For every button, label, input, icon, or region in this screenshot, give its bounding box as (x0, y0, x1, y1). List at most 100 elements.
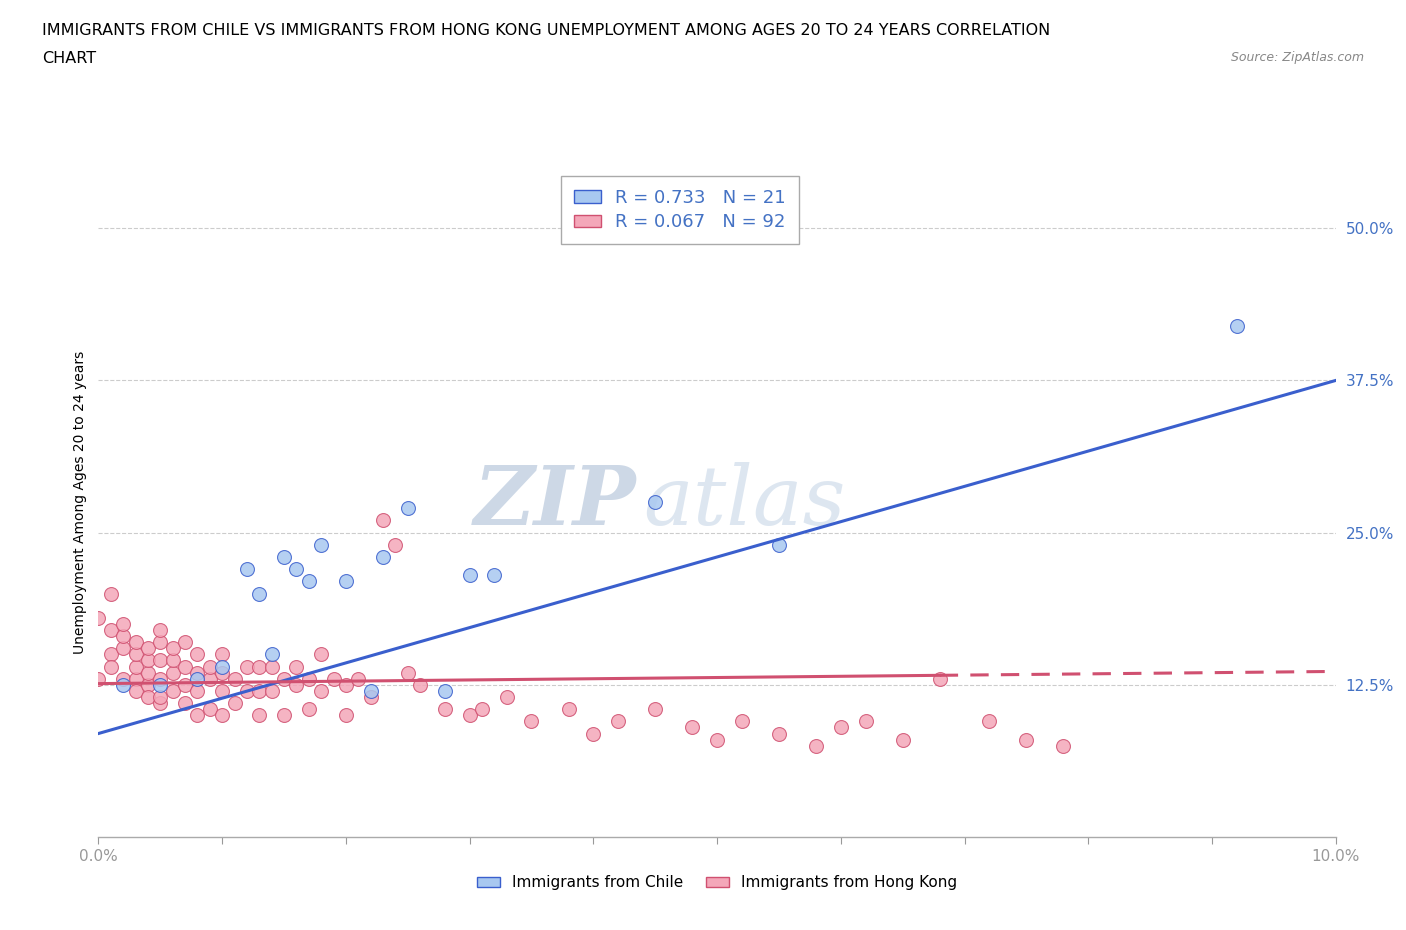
Point (149, 689, 172, 704)
Point (681, 720, 703, 735)
Point (224, 696, 246, 711)
Point (260, 647, 283, 662)
Point (236, 684, 259, 698)
Point (309, 538, 332, 552)
Point (804, 738, 827, 753)
Point (582, 726, 605, 741)
Point (112, 629, 135, 644)
Point (371, 513, 394, 528)
Point (186, 665, 208, 680)
Point (136, 653, 159, 668)
Text: atlas: atlas (643, 462, 845, 542)
Point (87, 610, 110, 625)
Point (409, 677, 432, 692)
Point (224, 671, 246, 686)
Point (260, 684, 283, 698)
Point (396, 501, 419, 516)
Point (260, 659, 283, 674)
Point (335, 708, 357, 723)
Point (644, 702, 666, 717)
Point (557, 702, 579, 717)
Point (100, 622, 122, 637)
Point (706, 732, 728, 747)
Point (174, 677, 197, 692)
Point (186, 671, 208, 686)
Point (830, 720, 852, 735)
Y-axis label: Unemployment Among Ages 20 to 24 years: Unemployment Among Ages 20 to 24 years (73, 351, 87, 654)
Point (347, 671, 370, 686)
Point (285, 677, 308, 692)
Point (149, 653, 172, 668)
Point (458, 568, 481, 583)
Point (124, 684, 146, 698)
Point (484, 568, 506, 583)
Point (112, 671, 135, 686)
Text: IMMIGRANTS FROM CHILE VS IMMIGRANTS FROM HONG KONG UNEMPLOYMENT AMONG AGES 20 TO: IMMIGRANTS FROM CHILE VS IMMIGRANTS FROM… (42, 23, 1050, 38)
Point (247, 659, 270, 674)
Point (495, 689, 517, 704)
Point (211, 708, 233, 723)
Point (285, 659, 308, 674)
Point (174, 635, 197, 650)
Point (396, 665, 419, 680)
Point (100, 659, 122, 674)
Text: Source: ZipAtlas.com: Source: ZipAtlas.com (1230, 51, 1364, 64)
Point (100, 647, 122, 662)
Point (136, 665, 159, 680)
Point (211, 684, 233, 698)
Point (186, 684, 208, 698)
Point (198, 671, 221, 686)
Point (360, 684, 382, 698)
Text: CHART: CHART (42, 51, 96, 66)
Point (731, 714, 754, 729)
Point (979, 714, 1001, 729)
Point (247, 684, 270, 698)
Point (891, 732, 914, 747)
Point (149, 635, 172, 650)
Point (471, 702, 494, 717)
Point (433, 684, 456, 698)
Point (433, 702, 456, 717)
Point (298, 671, 321, 686)
Point (309, 647, 332, 662)
Point (149, 671, 172, 686)
Point (644, 495, 666, 510)
Point (198, 702, 221, 717)
Point (1052, 738, 1074, 753)
Point (335, 574, 357, 589)
Point (211, 647, 233, 662)
Point (273, 708, 295, 723)
Point (162, 665, 184, 680)
Point (186, 708, 208, 723)
Point (211, 659, 233, 674)
Point (371, 550, 394, 565)
Point (124, 671, 146, 686)
Legend: Immigrants from Chile, Immigrants from Hong Kong: Immigrants from Chile, Immigrants from H… (471, 870, 963, 897)
Point (285, 562, 308, 577)
Point (112, 641, 135, 656)
Point (607, 714, 630, 729)
Point (124, 635, 146, 650)
Point (273, 550, 295, 565)
Point (174, 696, 197, 711)
Point (458, 708, 481, 723)
Point (236, 659, 259, 674)
Point (162, 684, 184, 698)
Point (236, 562, 259, 577)
Text: ZIP: ZIP (474, 462, 637, 542)
Point (124, 659, 146, 674)
Point (124, 647, 146, 662)
Point (136, 689, 159, 704)
Point (112, 617, 135, 631)
Point (768, 538, 790, 552)
Point (298, 702, 321, 717)
Point (335, 677, 357, 692)
Point (1226, 318, 1249, 333)
Point (322, 671, 344, 686)
Point (309, 684, 332, 698)
Point (162, 653, 184, 668)
Point (100, 586, 122, 601)
Point (768, 726, 790, 741)
Point (247, 708, 270, 723)
Point (928, 671, 950, 686)
